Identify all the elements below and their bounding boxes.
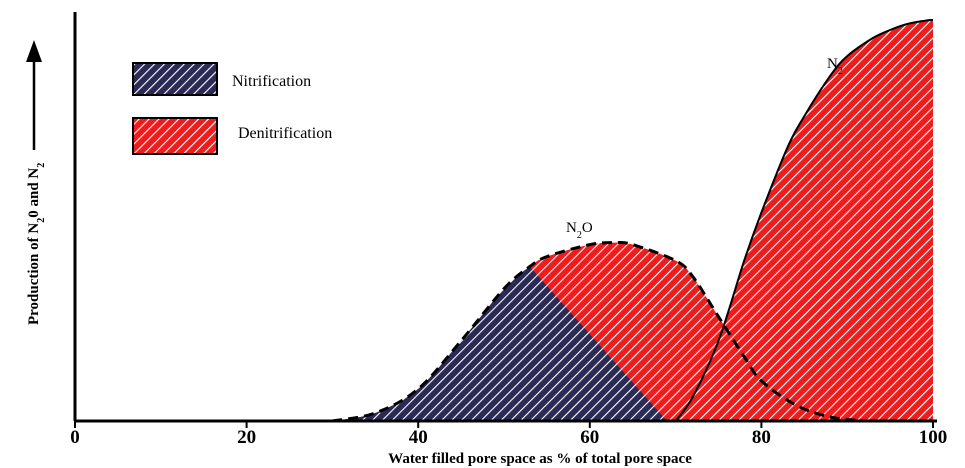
legend: Nitrification Denitrification	[132, 62, 332, 155]
n2-line	[674, 19, 934, 422]
x-tick-label-40: 40	[409, 427, 428, 448]
n2o-curve-label: N2O	[566, 220, 593, 241]
n2-curve-label: N2	[827, 56, 843, 77]
legend-label-nitrification: Nitrification	[232, 73, 311, 90]
legend-swatch-nitrification	[132, 62, 218, 96]
y-axis-arrow-icon	[26, 40, 42, 150]
n2o-line	[332, 240, 865, 423]
x-tick-label-60: 60	[580, 427, 599, 448]
y-axis-title: Production of N20 and N2	[26, 163, 47, 325]
legend-label-denitrification: Denitrification	[238, 125, 332, 142]
svg-text:Production of N20 and N2: Production of N20 and N2	[26, 163, 47, 325]
nitrification-area	[332, 242, 668, 421]
x-tick-label-80: 80	[752, 427, 771, 448]
x-tick-label-100: 100	[919, 427, 948, 448]
x-axis-title: Water filled pore space as % of total po…	[388, 451, 692, 467]
x-tick-label-20: 20	[237, 427, 256, 448]
legend-swatch-denitrification	[132, 117, 218, 155]
denitrification-n2-area	[675, 20, 933, 421]
x-tick-label-0: 0	[70, 427, 80, 448]
